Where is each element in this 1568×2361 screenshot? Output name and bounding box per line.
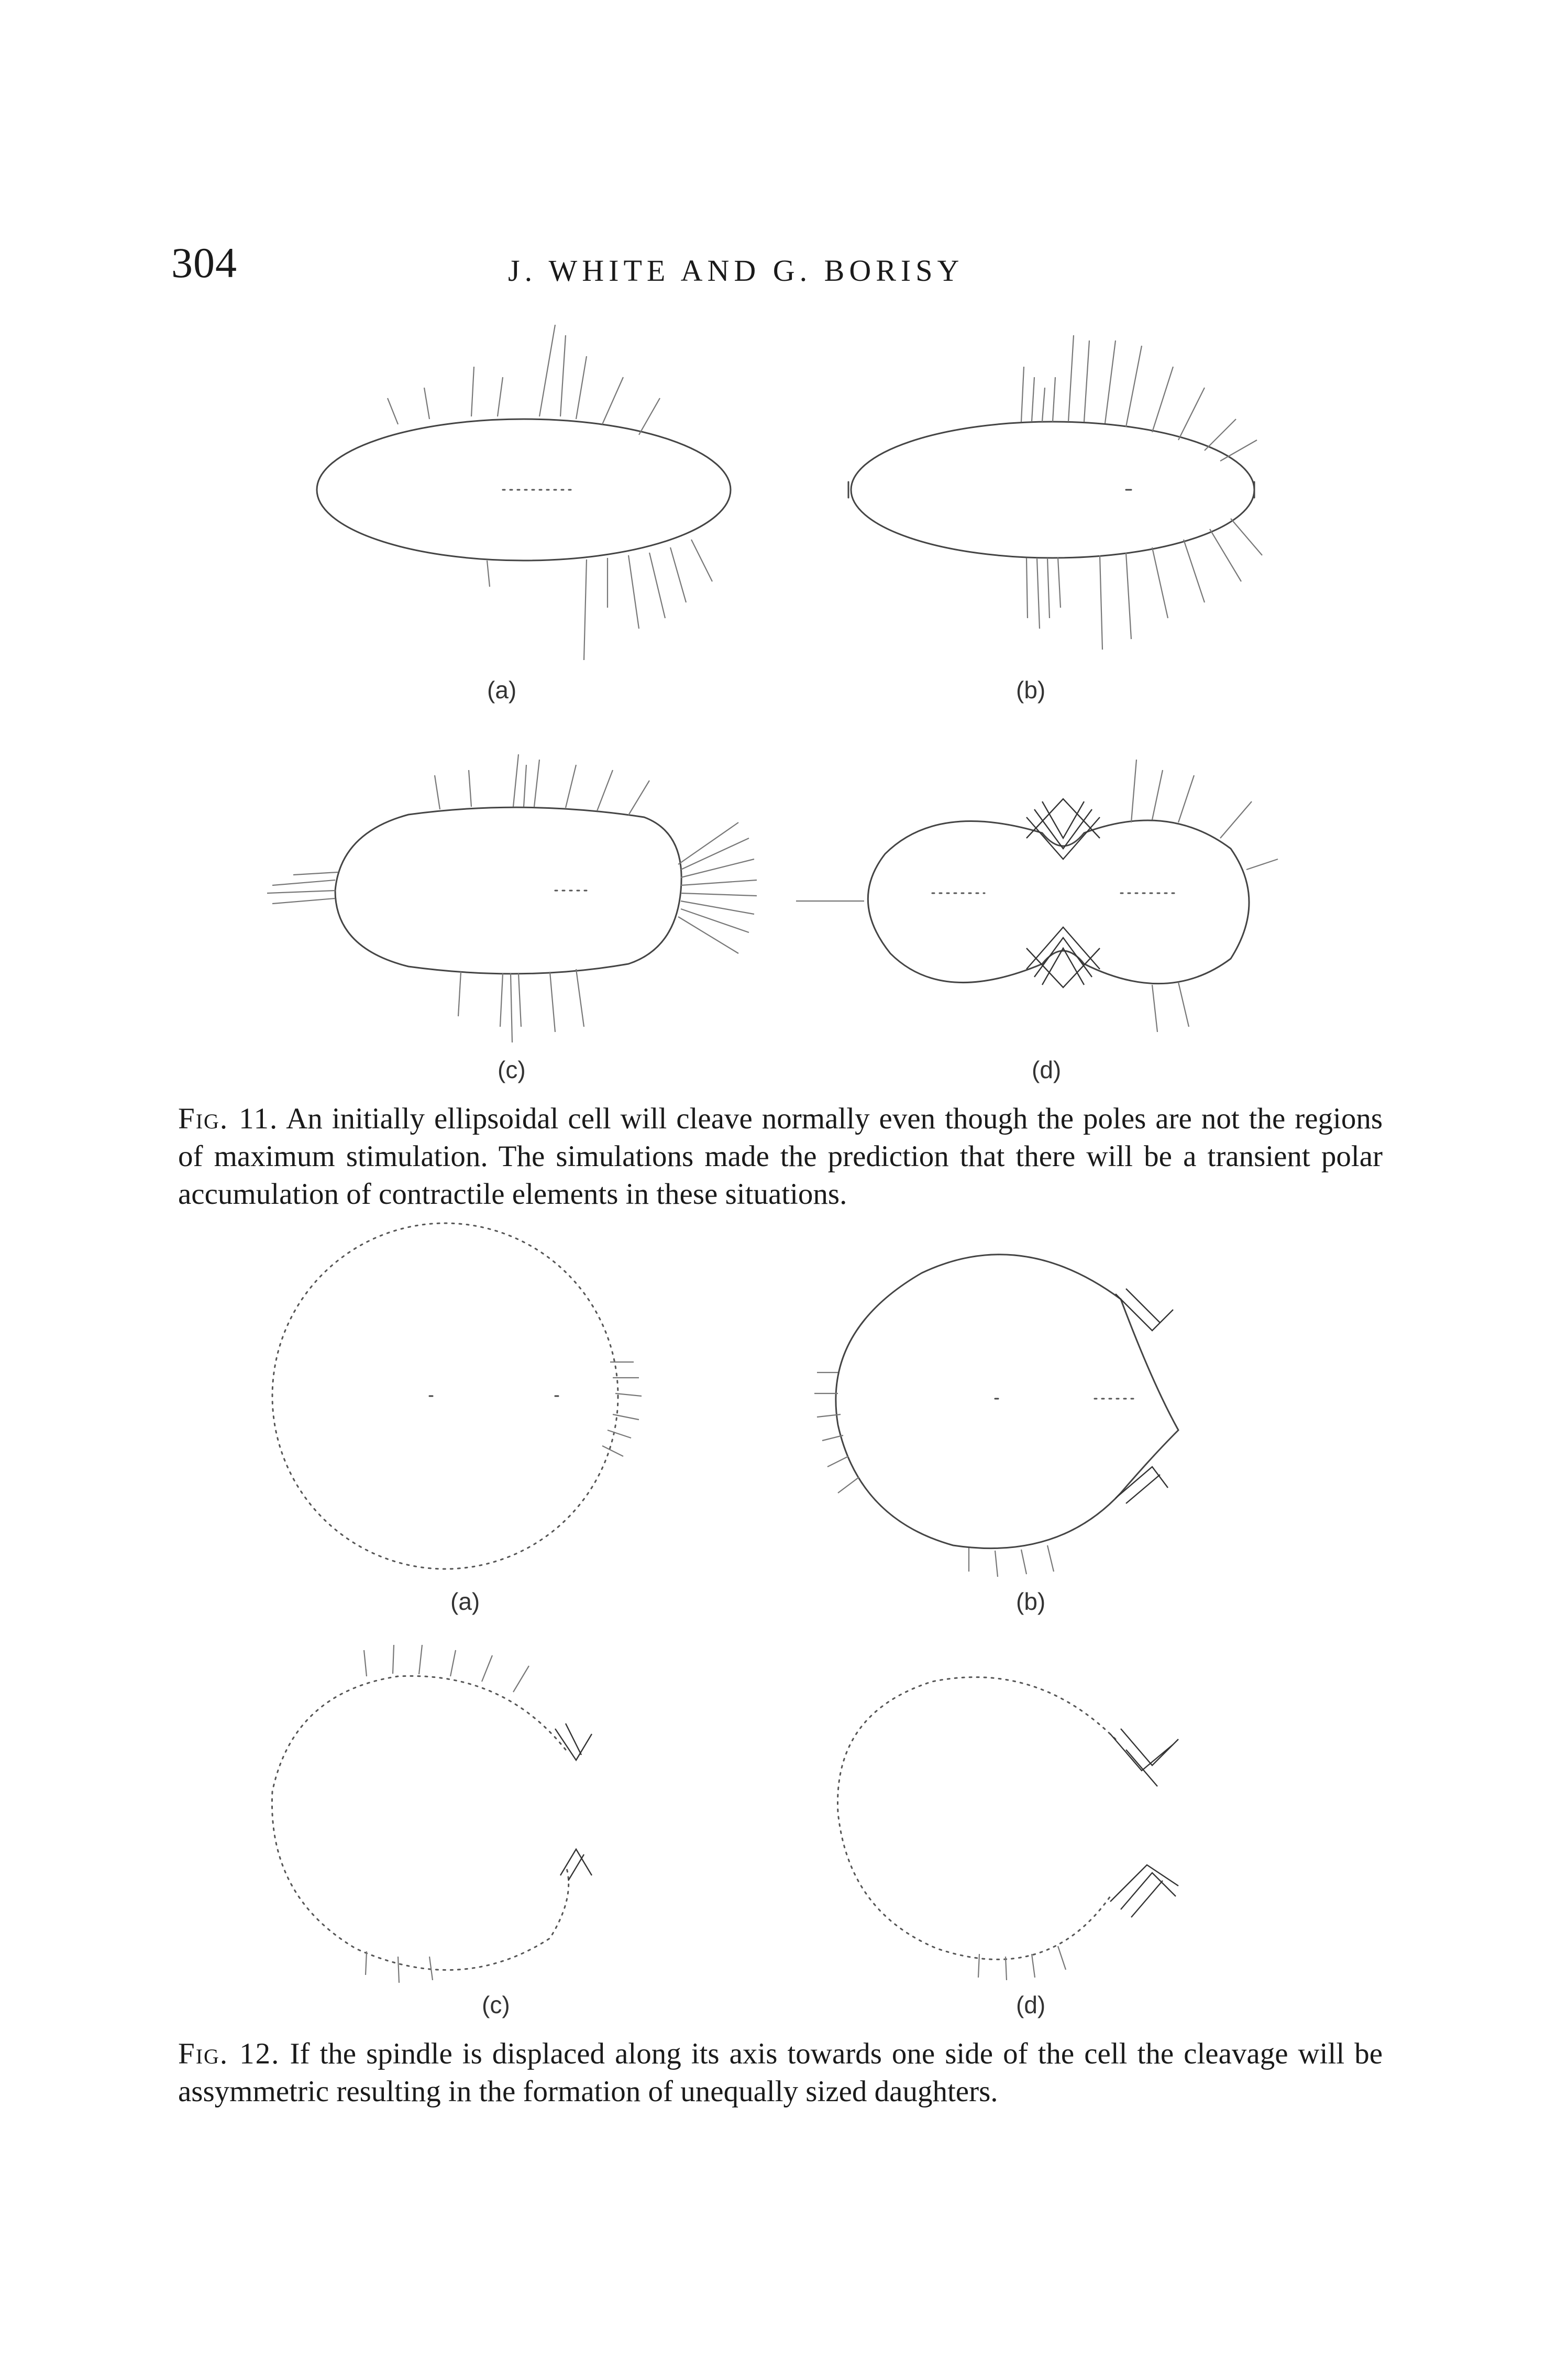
fig11-panel-c-drawing [267, 754, 757, 1043]
fig11-caption-tag: Fig. 11. [178, 1102, 279, 1135]
fig12-panel-b-drawing [814, 1254, 1179, 1577]
fig12-label-c: (c) [482, 1991, 510, 2018]
running-head: J. WHITE AND G. BORISY [508, 254, 964, 288]
fig11-panel-d-drawing [796, 759, 1278, 1033]
fig12-panel-a-drawing [271, 1222, 642, 1570]
fig11-panel-a-drawing [316, 324, 732, 661]
fig12-panel-d-drawing [837, 1676, 1179, 1981]
fig11-panel-b-drawing [847, 335, 1263, 650]
fig11-label-a: (a) [487, 676, 517, 704]
fig11-label-b: (b) [1016, 676, 1046, 704]
fig11-label-c: (c) [498, 1056, 526, 1083]
fig12-label-d: (d) [1016, 1991, 1046, 2018]
fig12-caption-tag: Fig. 12. [178, 2037, 280, 2070]
fig12-label-b: (b) [1016, 1588, 1046, 1615]
page-number: 304 [171, 239, 237, 287]
fig12-caption: Fig. 12. If the spindle is displaced alo… [178, 2035, 1383, 2111]
fig12-label-a: (a) [450, 1588, 480, 1615]
fig11-caption-text: An initially ellipsoidal cell will cleav… [178, 1102, 1383, 1211]
fig11-label-d: (d) [1032, 1056, 1062, 1083]
fig11-caption: Fig. 11. An initially ellipsoidal cell w… [178, 1100, 1383, 1213]
fig12-caption-text: If the spindle is displaced along its ax… [178, 2037, 1383, 2108]
fig12-panel-c-drawing [271, 1644, 593, 1983]
